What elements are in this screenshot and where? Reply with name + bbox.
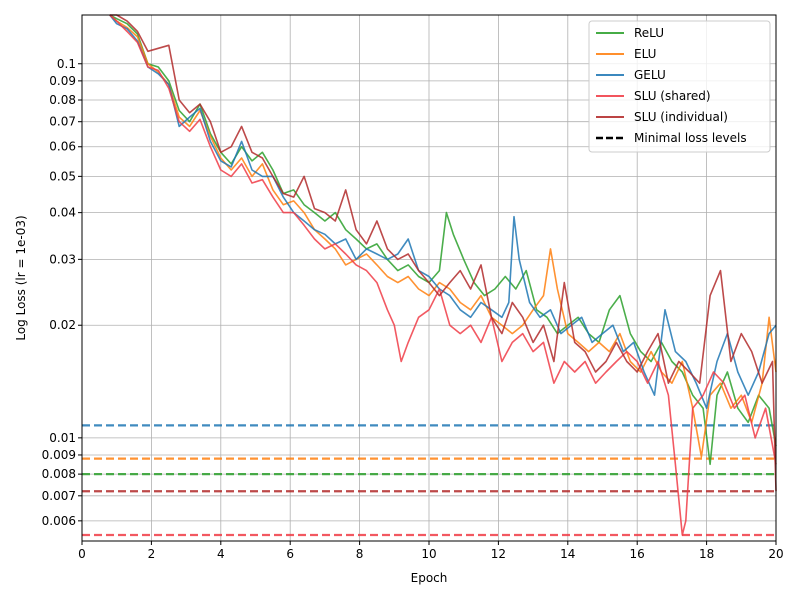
legend-label: SLU (individual) (634, 110, 728, 124)
x-tick-label: 10 (421, 547, 436, 561)
y-tick-label: 0.007 (42, 489, 76, 503)
legend-label: ReLU (634, 26, 664, 40)
series-line (109, 14, 777, 458)
y-tick-label: 0.05 (49, 169, 76, 183)
x-tick-label: 6 (286, 547, 294, 561)
y-tick-label: 0.01 (49, 431, 76, 445)
y-tick-label: 0.09 (49, 74, 76, 88)
series-line (109, 14, 777, 409)
legend-box (588, 20, 771, 153)
y-tick-label: 0.06 (49, 140, 76, 154)
legend-label: ELU (634, 47, 656, 61)
series-line (109, 14, 777, 492)
y-tick-label: 0.04 (49, 206, 76, 220)
series-lines (109, 14, 777, 536)
x-tick-label: 18 (699, 547, 714, 561)
x-tick-label: 14 (560, 547, 575, 561)
legend-label: GELU (634, 68, 666, 82)
y-tick-label: 0.08 (49, 93, 76, 107)
x-tick-label: 2 (148, 547, 156, 561)
y-axis-ticks: 0.006 0.007 0.008 0.009 0.01 0.02 0.03 0.04 0.05… (42, 57, 82, 528)
y-tick-label: 0.03 (49, 252, 76, 266)
legend-label: Minimal loss levels (634, 131, 747, 145)
y-tick-label: 0.07 (49, 115, 76, 129)
legend-label: SLU (shared) (634, 89, 711, 103)
x-tick-label: 8 (356, 547, 364, 561)
minimal-loss-lines (82, 424, 776, 537)
legend: ReLU ELU GELU SLU (shared) SLU (individual) M… (588, 20, 771, 153)
x-tick-label: 12 (491, 547, 506, 561)
x-tick-label: 4 (217, 547, 225, 561)
x-axis-ticks: 0 2 4 6 8 10 12 14 16 18 20 (78, 541, 784, 561)
y-tick-label: 0.009 (42, 448, 76, 462)
x-tick-label: 0 (78, 547, 86, 561)
series-line (109, 14, 777, 536)
y-tick-label: 0.1 (57, 57, 76, 71)
y-tick-label: 0.02 (49, 318, 76, 332)
x-tick-label: 16 (630, 547, 645, 561)
x-tick-label: 20 (768, 547, 783, 561)
x-axis-label: Epoch (411, 571, 448, 585)
y-axis-label: Log Loss (lr = 1e-03) (14, 215, 28, 340)
y-tick-label: 0.006 (42, 514, 76, 528)
y-tick-label: 0.008 (42, 467, 76, 481)
